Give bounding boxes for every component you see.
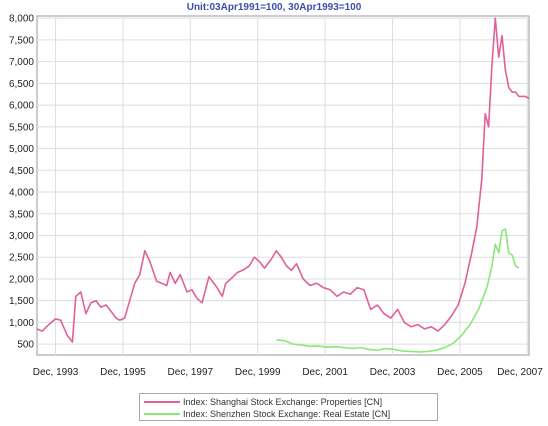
y-tick-label: 7,500 [9,35,34,46]
y-tick-label: 1,000 [9,318,34,329]
legend-item-shanghai: Index: Shanghai Stock Exchange: Properti… [144,396,382,408]
x-tick-label: Dec, 1997 [168,367,214,378]
x-tick-label: Dec, 2001 [302,367,348,378]
legend-item-shenzhen: Index: Shenzhen Stock Exchange: Real Est… [144,408,390,420]
x-tick-label: Dec, 1999 [235,367,281,378]
y-tick-label: 500 [17,340,34,351]
y-tick-label: 4,500 [9,166,34,177]
y-tick-label: 2,500 [9,253,34,264]
y-tick-label: 5,000 [9,144,34,155]
y-tick-label: 7,000 [9,57,34,68]
plot-area-background [36,15,530,356]
y-tick-label: 5,500 [9,122,34,133]
y-tick-label: 3,500 [9,209,34,220]
legend-label-shenzhen: Index: Shenzhen Stock Exchange: Real Est… [183,409,391,419]
legend-swatch-shenzhen [144,413,180,415]
y-tick-label: 3,000 [9,231,34,242]
y-tick-label: 4,000 [9,188,34,199]
series-line-shanghai [36,17,530,343]
chart-unit-title: Unit:03Apr1991=100, 30Apr1993=100 [186,2,362,13]
x-tick-label: Dec, 1993 [33,367,79,378]
grid-layer [37,16,529,355]
y-tick-label: 8,000 [9,14,34,25]
y-tick-label: 2,000 [9,274,34,285]
y-tick-label: 1,500 [9,296,34,307]
line-chart: 500 1,000 1,500 2,000 2,500 3,000 3,500 4,000 4,… [9,14,543,378]
x-tick-label: Dec, 2005 [437,367,483,378]
legend-label-shanghai: Index: Shanghai Stock Exchange: Properti… [183,397,383,407]
x-tick-label: Dec, 2003 [370,367,416,378]
series-layer [36,17,530,353]
y-tick-label: 6,500 [9,79,34,90]
y-axis: 500 1,000 1,500 2,000 2,500 3,000 3,500 4,000 4,… [9,14,34,351]
x-tick-label: Dec, 1995 [100,367,146,378]
legend-swatch-shanghai [144,401,180,403]
y-tick-label: 6,000 [9,101,34,112]
x-axis: Dec, 1993 Dec, 1995 Dec, 1997 Dec, 1999 Dec,… [33,367,543,378]
x-tick-label: Dec, 2007 [497,367,543,378]
series-line-shenzhen [276,228,520,353]
legend: Index: Shanghai Stock Exchange: Properti… [139,393,438,421]
